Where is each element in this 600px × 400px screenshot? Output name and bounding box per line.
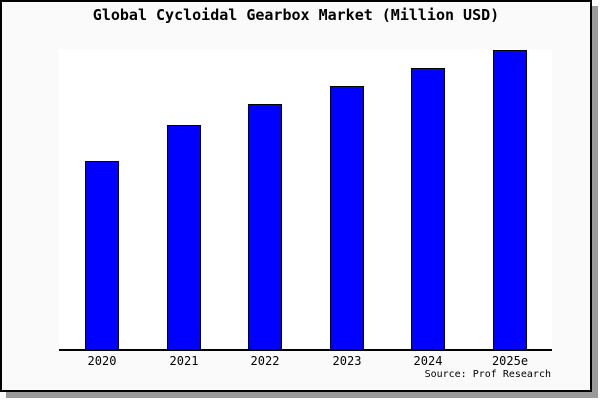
bar-2022	[248, 104, 282, 349]
plot-area	[59, 49, 552, 351]
bar-2020	[85, 161, 119, 349]
chart-title: Global Cycloidal Gearbox Market (Million…	[92, 6, 500, 24]
bar-2023	[330, 86, 364, 349]
x-tick-label-2021: 2021	[169, 354, 199, 368]
x-tick-label-2024: 2024	[413, 354, 443, 368]
x-tick-label-2025e: 2025e	[491, 354, 529, 368]
source-note: Source: Prof Research	[424, 369, 551, 380]
bar-2021	[167, 125, 201, 349]
x-tick-label-2023: 2023	[332, 354, 362, 368]
x-tick-label-2020: 2020	[87, 354, 117, 368]
bar-2025e	[493, 50, 527, 349]
bar-2024	[411, 68, 445, 349]
x-tick-label-2022: 2022	[250, 354, 280, 368]
